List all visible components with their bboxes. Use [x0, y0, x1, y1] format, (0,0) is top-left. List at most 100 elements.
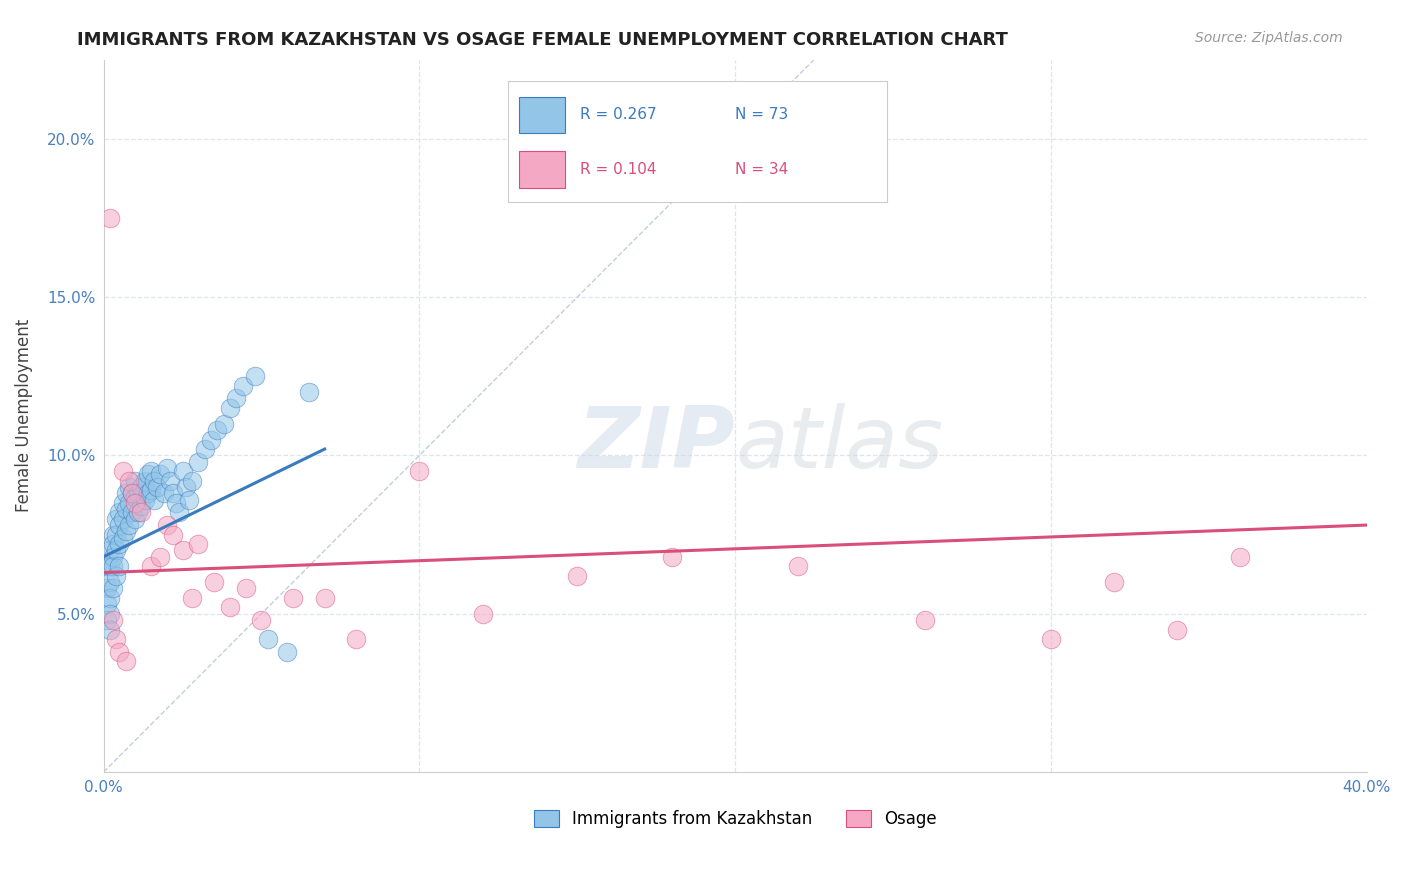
Point: [202, 575, 225, 590]
Point: [98, 607, 121, 621]
Point: [121, 486, 143, 500]
Point: [124, 496, 146, 510]
Point: [243, 369, 266, 384]
Point: [187, 455, 209, 469]
Point: [124, 512, 146, 526]
Point: [96, 559, 118, 574]
Point: [471, 607, 494, 621]
Point: [146, 480, 169, 494]
Point: [108, 559, 131, 574]
Point: [281, 591, 304, 605]
Legend: Immigrants from Kazakhstan, Osage: Immigrants from Kazakhstan, Osage: [527, 804, 943, 835]
Point: [111, 531, 134, 545]
Point: [344, 632, 367, 646]
Point: [139, 464, 162, 478]
Point: [127, 505, 149, 519]
Point: [194, 442, 217, 456]
Point: [914, 613, 936, 627]
Point: [149, 467, 172, 482]
Point: [276, 645, 298, 659]
Point: [108, 518, 131, 533]
Point: [177, 492, 200, 507]
Point: [131, 480, 153, 494]
Point: [232, 378, 254, 392]
Point: [105, 527, 128, 541]
Point: [139, 559, 162, 574]
Point: [101, 537, 124, 551]
Point: [1229, 549, 1251, 564]
Y-axis label: Female Unemployment: Female Unemployment: [15, 319, 32, 512]
Point: [127, 486, 149, 500]
Point: [219, 600, 242, 615]
Point: [105, 568, 128, 582]
Point: [165, 496, 187, 510]
Point: [98, 591, 121, 605]
Text: atlas: atlas: [735, 403, 943, 486]
Point: [108, 645, 131, 659]
Point: [108, 537, 131, 551]
Point: [207, 423, 229, 437]
Point: [96, 582, 118, 596]
Point: [114, 502, 136, 516]
Point: [101, 559, 124, 574]
Point: [256, 632, 278, 646]
Point: [250, 613, 273, 627]
Point: [114, 654, 136, 668]
Point: [169, 505, 191, 519]
Point: [111, 512, 134, 526]
Point: [235, 582, 257, 596]
Point: [124, 474, 146, 488]
Point: [200, 433, 222, 447]
Point: [1040, 632, 1063, 646]
Point: [149, 549, 172, 564]
Point: [567, 568, 589, 582]
Point: [101, 582, 124, 596]
Point: [124, 490, 146, 504]
Point: [101, 527, 124, 541]
Point: [101, 549, 124, 564]
Point: [1102, 575, 1125, 590]
Text: ZIP: ZIP: [578, 403, 735, 486]
Point: [162, 527, 184, 541]
Point: [1166, 623, 1188, 637]
Point: [314, 591, 336, 605]
Text: IMMIGRANTS FROM KAZAKHSTAN VS OSAGE FEMALE UNEMPLOYMENT CORRELATION CHART: IMMIGRANTS FROM KAZAKHSTAN VS OSAGE FEMA…: [77, 31, 1008, 49]
Point: [98, 543, 121, 558]
Point: [105, 512, 128, 526]
Point: [98, 575, 121, 590]
Point: [139, 483, 162, 498]
Point: [121, 486, 143, 500]
Point: [121, 505, 143, 519]
Point: [219, 401, 242, 415]
Point: [298, 385, 321, 400]
Point: [111, 496, 134, 510]
Text: Source: ZipAtlas.com: Source: ZipAtlas.com: [1195, 31, 1343, 45]
Point: [212, 417, 235, 431]
Point: [172, 464, 194, 478]
Point: [134, 474, 156, 488]
Point: [96, 613, 118, 627]
Point: [187, 537, 209, 551]
Point: [661, 549, 683, 564]
Point: [787, 559, 810, 574]
Point: [174, 480, 197, 494]
Point: [156, 518, 179, 533]
Point: [136, 486, 159, 500]
Point: [118, 474, 141, 488]
Point: [225, 392, 247, 406]
Point: [98, 211, 121, 225]
Point: [156, 461, 179, 475]
Point: [181, 474, 204, 488]
Point: [114, 486, 136, 500]
Point: [111, 464, 134, 478]
Point: [118, 480, 141, 494]
Point: [143, 492, 166, 507]
Point: [105, 543, 128, 558]
Point: [131, 499, 153, 513]
Point: [152, 486, 174, 500]
Point: [96, 597, 118, 611]
Point: [118, 496, 141, 510]
Point: [159, 474, 181, 488]
Point: [408, 464, 430, 478]
Point: [105, 632, 128, 646]
